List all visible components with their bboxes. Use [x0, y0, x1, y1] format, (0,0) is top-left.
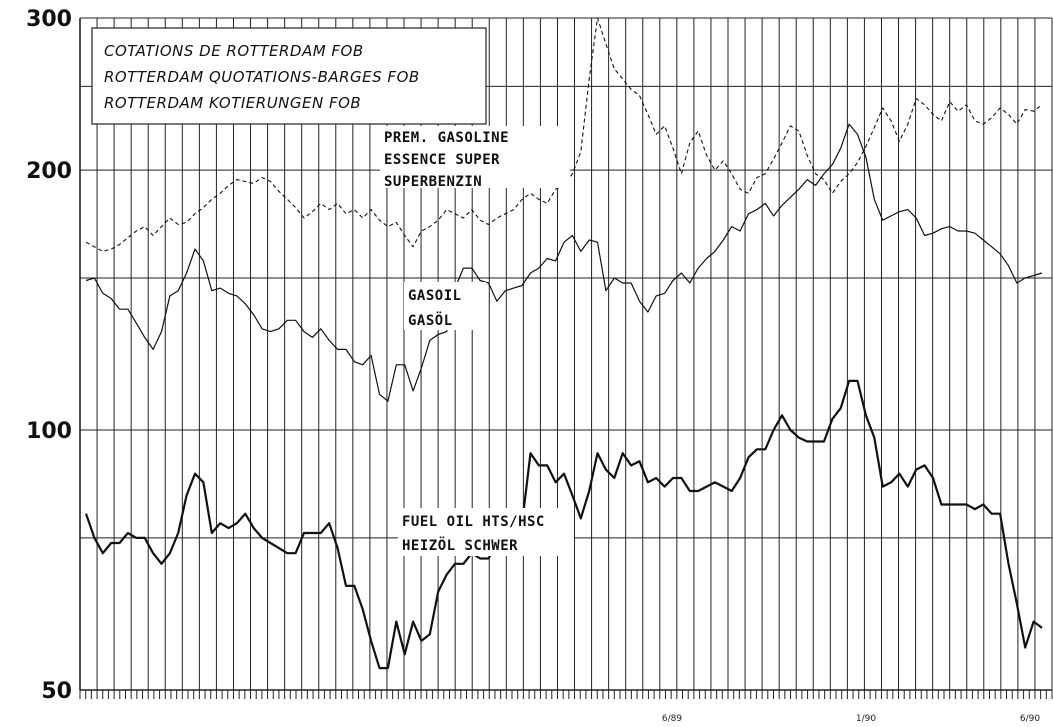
series-line-3	[84, 379, 1043, 670]
gasoil-label-bg	[404, 282, 486, 330]
gasoil-label-line-2: GASÖL	[408, 311, 453, 329]
x-tick-label: 6/90	[1020, 714, 1040, 724]
title-line-3: ROTTERDAM KOTIERUNGEN FOB	[104, 94, 361, 112]
grid	[79, 17, 1053, 691]
x-axis-ticks	[79, 690, 1053, 699]
gasoline-label-line-1: PREM. GASOLINE	[384, 130, 509, 146]
gasoline-label-line-3: SUPERBENZIN	[384, 174, 482, 190]
fuel-oil-label-line-1: FUEL OIL HTS/HSC	[402, 514, 545, 530]
gasoline-label-bg	[380, 126, 570, 188]
fuel-oil-label-line-2: HEIZÖL SCHWER	[402, 536, 518, 554]
gasoil-label-line-1: GASOIL	[408, 288, 462, 304]
y-tick-label: 200	[26, 159, 72, 184]
title-line-2: ROTTERDAM QUOTATIONS-BARGES FOB	[104, 68, 420, 86]
y-tick-label: 50	[41, 679, 72, 704]
gasoil-label: GASOIL GASÖL	[404, 282, 486, 330]
series-line-2	[85, 123, 1043, 402]
x-tick-label: 1/90	[856, 714, 876, 724]
y-tick-label: 100	[26, 419, 72, 444]
y-axis-labels: 300 200 100 50	[26, 7, 72, 704]
title-box-frame	[91, 27, 487, 125]
gasoline-label-line-2: ESSENCE SUPER	[384, 152, 500, 168]
x-axis-labels: 6/89 1/90 6/90	[662, 714, 1040, 724]
title-line-1: COTATIONS DE ROTTERDAM FOB	[104, 42, 364, 60]
gasoline-label: PREM. GASOLINE ESSENCE SUPER SUPERBENZIN	[380, 126, 570, 190]
x-tick-label: 6/89	[662, 714, 682, 724]
y-tick-label: 300	[26, 7, 72, 32]
fuel-oil-label-bg	[398, 508, 574, 556]
fuel-oil-label: FUEL OIL HTS/HSC HEIZÖL SCHWER	[398, 508, 574, 556]
title-box: COTATIONS DE ROTTERDAM FOB ROTTERDAM QUO…	[91, 27, 487, 125]
